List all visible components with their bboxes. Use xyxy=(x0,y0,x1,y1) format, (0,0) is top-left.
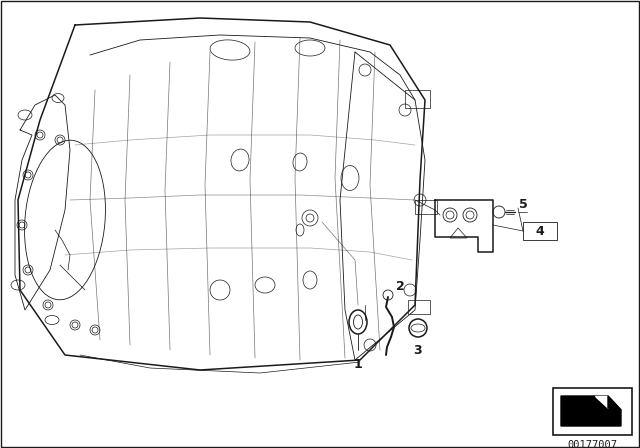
Bar xyxy=(415,200,437,214)
Text: 00177007: 00177007 xyxy=(568,440,618,448)
Text: 5: 5 xyxy=(519,198,528,211)
Text: 2: 2 xyxy=(396,280,404,293)
Bar xyxy=(405,90,430,108)
Polygon shape xyxy=(595,396,608,408)
Polygon shape xyxy=(608,396,621,410)
Text: 1: 1 xyxy=(354,358,362,370)
Bar xyxy=(553,388,632,435)
Text: 3: 3 xyxy=(413,344,422,357)
Bar xyxy=(408,300,430,314)
Text: 4: 4 xyxy=(536,224,545,237)
Bar xyxy=(523,222,557,240)
Polygon shape xyxy=(561,396,621,426)
